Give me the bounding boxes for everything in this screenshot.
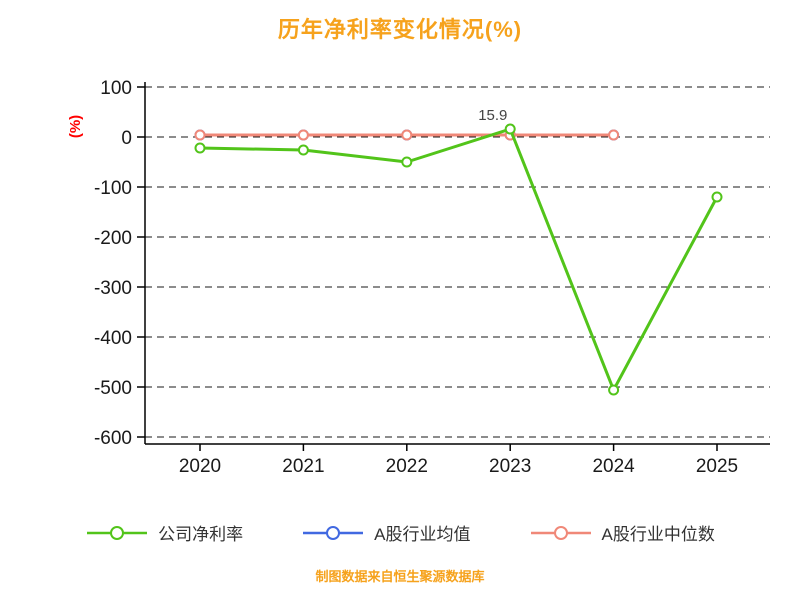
legend-marker-industry-median-icon <box>530 525 591 540</box>
legend-label-industry-median: A股行业中位数 <box>601 525 715 544</box>
data-source-note: 制图数据来自恒生聚源数据库 <box>315 569 485 584</box>
x-tick-label: 2024 <box>592 456 635 477</box>
x-tick-label: 2023 <box>489 456 531 477</box>
legend: 公司净利率 A股行业均值 A股行业中位数 <box>0 520 800 545</box>
data-point-marker <box>711 191 723 203</box>
legend-marker-company-icon <box>87 525 148 540</box>
y-tick-label: -600 <box>94 428 132 449</box>
x-tick-label: 2020 <box>179 456 221 477</box>
y-tick-label: 100 <box>100 78 132 99</box>
data-point-marker <box>297 129 309 141</box>
x-tick-label: 2021 <box>282 456 324 477</box>
series-0 <box>194 123 723 396</box>
data-point-marker <box>401 129 413 141</box>
axes: 100 0 -100 -200 -300 -400 -500 -600 2020 2021 2022… <box>94 78 770 477</box>
data-point-marker <box>401 156 413 168</box>
chart-title: 历年净利率变化情况(%) <box>277 17 523 42</box>
data-point-marker <box>194 129 206 141</box>
data-point-marker <box>608 384 620 396</box>
y-tick-label: -500 <box>94 378 132 399</box>
legend-label-company: 公司净利率 <box>158 525 244 544</box>
legend-item-industry-median: A股行业中位数 <box>529 520 715 545</box>
y-tick-label: -100 <box>94 178 132 199</box>
y-tick-label: -300 <box>94 278 132 299</box>
series-line-0 <box>199 127 719 392</box>
legend-marker-industry-mean-icon <box>303 525 364 540</box>
x-tick-label: 2022 <box>386 456 428 477</box>
y-tick-label: -200 <box>94 228 132 249</box>
legend-item-company-net-margin: 公司净利率 <box>85 520 243 545</box>
data-point-marker <box>608 129 620 141</box>
y-tick-label: -400 <box>94 328 132 349</box>
x-tick-label: 2025 <box>696 456 738 477</box>
data-point-marker <box>504 123 516 135</box>
data-label: 15.9 <box>478 107 507 124</box>
series-2 <box>194 129 620 141</box>
legend-label-industry-mean: A股行业均值 <box>374 525 471 544</box>
data-point-marker <box>297 144 309 156</box>
data-point-marker <box>194 142 206 154</box>
y-tick-label: 0 <box>121 128 132 149</box>
gridlines <box>145 86 770 438</box>
legend-item-industry-mean: A股行业均值 <box>301 520 471 545</box>
